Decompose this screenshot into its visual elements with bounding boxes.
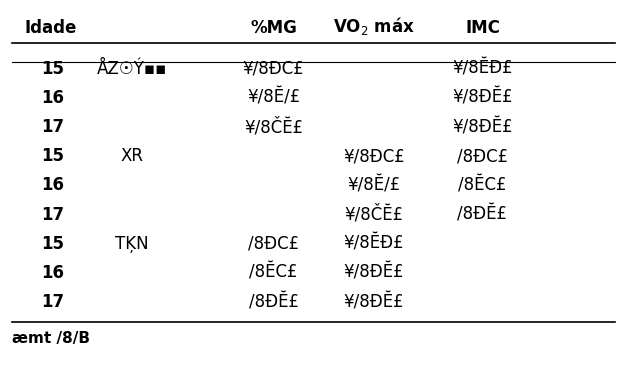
Text: %MG: %MG <box>250 19 297 37</box>
Text: XR: XR <box>121 147 144 165</box>
Text: /8ÐĔ£: /8ÐĔ£ <box>248 293 298 311</box>
Text: /8ĔC£: /8ĔC£ <box>250 264 298 282</box>
Text: ¥/8Ĕ/£: ¥/8Ĕ/£ <box>247 89 300 107</box>
Text: ¥/8ÐC£: ¥/8ÐC£ <box>243 60 305 78</box>
Text: Idade: Idade <box>24 19 77 37</box>
Text: 17: 17 <box>41 293 64 311</box>
Text: VO$_2$ máx: VO$_2$ máx <box>333 15 414 37</box>
Text: /8ĔC£: /8ĔC£ <box>458 176 507 194</box>
Text: /8ÐC£: /8ÐC£ <box>248 235 299 253</box>
Text: /8ÐC£: /8ÐC£ <box>457 147 508 165</box>
Text: ÅZ☉Ý▪▪: ÅZ☉Ý▪▪ <box>97 60 167 78</box>
Text: ¥/8ĔÐ£: ¥/8ĔÐ£ <box>452 60 513 78</box>
Text: 15: 15 <box>41 147 64 165</box>
Text: 15: 15 <box>41 235 64 253</box>
Text: IMC: IMC <box>465 19 500 37</box>
Text: ¥/8ÐĔ£: ¥/8ÐĔ£ <box>452 89 513 107</box>
Text: ¥/8Ĕ/£: ¥/8Ĕ/£ <box>347 176 401 194</box>
Text: TĶN: TĶN <box>115 235 149 253</box>
Text: 17: 17 <box>41 205 64 224</box>
Text: 16: 16 <box>41 89 64 107</box>
Text: 16: 16 <box>41 264 64 282</box>
Text: ¥/8ÐĔ£: ¥/8ÐĔ£ <box>344 293 404 311</box>
Text: 16: 16 <box>41 176 64 194</box>
Text: ¥/8ÐC£: ¥/8ÐC£ <box>343 147 404 165</box>
Text: /8ÐĔ£: /8ÐĔ£ <box>458 205 507 224</box>
Text: ¥/8ĔÐ£: ¥/8ĔÐ£ <box>344 235 404 253</box>
Text: ¥/8ÐĔ£: ¥/8ÐĔ£ <box>344 264 404 282</box>
Text: ¥/8ÐĔ£: ¥/8ÐĔ£ <box>452 118 513 136</box>
Text: 17: 17 <box>41 118 64 136</box>
Text: 15: 15 <box>41 60 64 78</box>
Text: ¥/8ČĔ£: ¥/8ČĔ£ <box>244 118 303 136</box>
Text: ¥/8ČĔ£: ¥/8ČĔ£ <box>344 205 403 224</box>
Text: æmt /8/B: æmt /8/B <box>13 331 90 346</box>
